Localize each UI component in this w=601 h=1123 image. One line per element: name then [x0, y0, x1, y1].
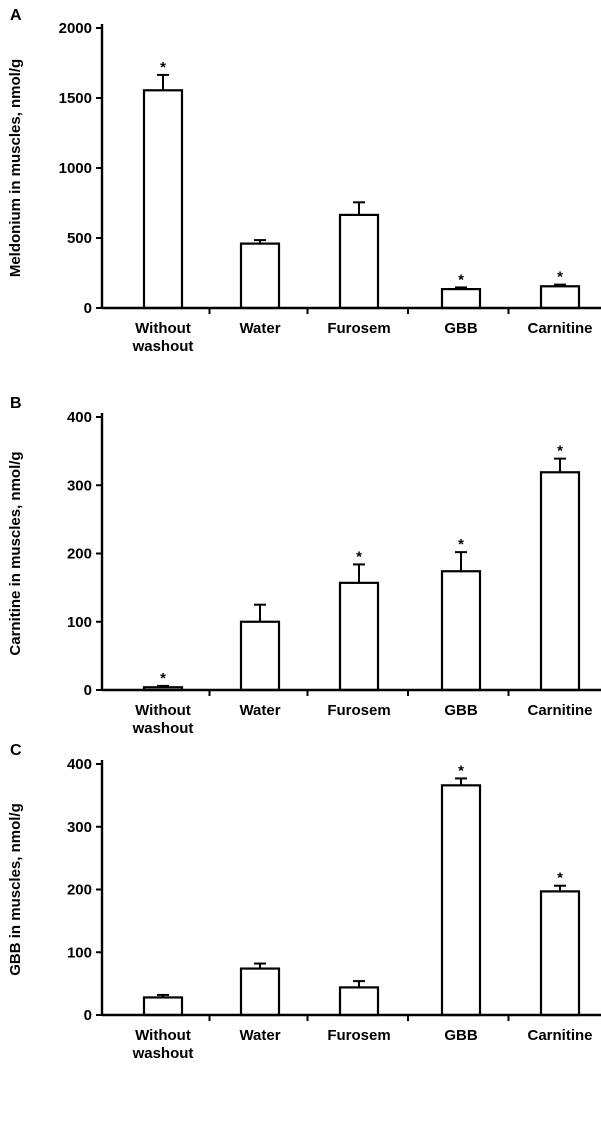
y-tick-label: 400	[67, 409, 92, 426]
y-tick-label: 0	[84, 1007, 92, 1024]
significance-marker: *	[160, 59, 166, 76]
x-tick-label: Water	[239, 1027, 280, 1044]
x-tick-label: washout	[132, 1045, 194, 1062]
x-tick-label: GBB	[444, 702, 478, 719]
bar	[539, 890, 581, 1017]
y-tick-label: 1500	[59, 90, 92, 107]
y-axis-label: Meldonium in muscles, nmol/g	[7, 59, 24, 277]
y-tick-label: 0	[84, 682, 92, 699]
bar	[539, 285, 581, 310]
bar	[239, 967, 281, 1017]
significance-marker: *	[557, 443, 563, 460]
y-tick-label: 300	[67, 477, 92, 494]
significance-marker: *	[458, 271, 464, 288]
y-tick-label: 200	[67, 546, 92, 563]
panel-label: B	[10, 395, 22, 412]
x-tick-label: Carnitine	[527, 320, 592, 337]
x-tick-label: GBB	[444, 1027, 478, 1044]
bar	[440, 570, 482, 692]
x-tick-label: Carnitine	[527, 702, 592, 719]
bar	[539, 471, 581, 692]
y-tick-label: 200	[67, 882, 92, 899]
significance-marker: *	[458, 762, 464, 779]
y-tick-label: 500	[67, 230, 92, 247]
chart-panel-a: A Meldonium in muscles, nmol/g * * * 0 500 1000…	[7, 7, 601, 355]
y-axis-label: GBB in muscles, nmol/g	[7, 803, 24, 976]
bar	[440, 288, 482, 310]
chart-panel-b: B Carnitine in muscles, nmol/g * * * * 0 100 200…	[7, 395, 601, 737]
bar	[239, 620, 281, 692]
x-tick-label: Furosem	[327, 320, 390, 337]
x-tick-label: Without	[135, 320, 191, 337]
panel-label: C	[10, 742, 22, 759]
y-tick-label: 300	[67, 819, 92, 836]
y-tick-label: 1000	[59, 160, 92, 177]
x-tick-label: washout	[132, 338, 194, 355]
y-axis-label: Carnitine in muscles, nmol/g	[7, 451, 24, 655]
x-tick-label: Furosem	[327, 1027, 390, 1044]
significance-marker: *	[160, 670, 166, 687]
x-tick-label: washout	[132, 720, 194, 737]
significance-marker: *	[356, 548, 362, 565]
bar	[239, 242, 281, 310]
x-tick-label: Water	[239, 702, 280, 719]
panel-label: A	[10, 7, 22, 24]
y-tick-label: 100	[67, 614, 92, 631]
x-tick-label: Without	[135, 1027, 191, 1044]
x-tick-label: Water	[239, 320, 280, 337]
bar	[440, 784, 482, 1017]
y-tick-label: 400	[67, 756, 92, 773]
x-tick-label: Carnitine	[527, 1027, 592, 1044]
significance-marker: *	[557, 870, 563, 887]
significance-marker: *	[458, 536, 464, 553]
bar	[338, 986, 380, 1017]
y-tick-label: 0	[84, 300, 92, 317]
chart-panel-c: C GBB in muscles, nmol/g * * 0 100 200 300 400 Wi…	[7, 742, 601, 1062]
bar	[338, 581, 380, 692]
x-tick-label: Without	[135, 702, 191, 719]
bar	[142, 89, 184, 310]
bar	[338, 213, 380, 310]
y-tick-label: 100	[67, 944, 92, 961]
y-tick-label: 2000	[59, 20, 92, 37]
significance-marker: *	[557, 269, 563, 286]
x-tick-label: Furosem	[327, 702, 390, 719]
bar	[142, 996, 184, 1017]
x-tick-label: GBB	[444, 320, 478, 337]
